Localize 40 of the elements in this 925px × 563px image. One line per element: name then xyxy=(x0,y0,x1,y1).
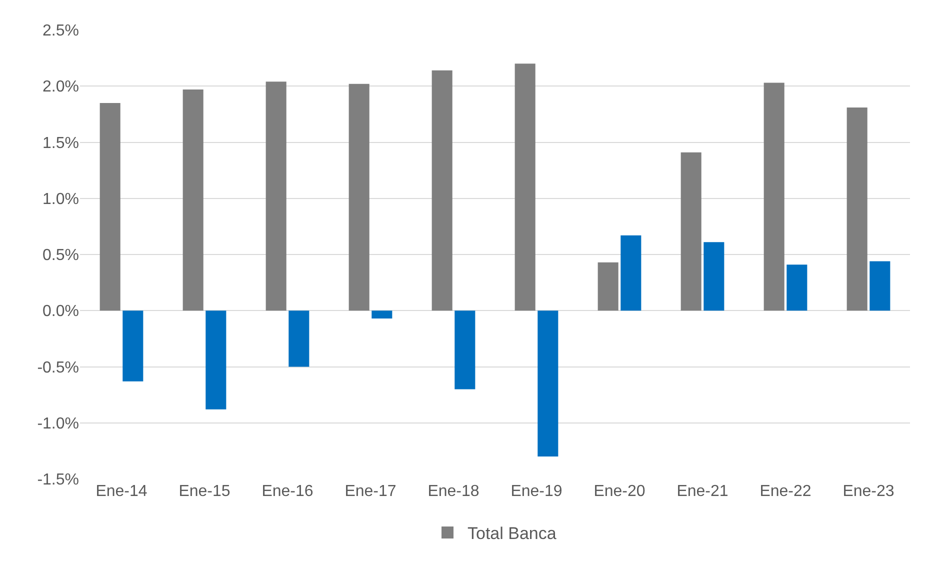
bar xyxy=(846,107,868,311)
x-tick-label: Ene-15 xyxy=(178,483,230,500)
x-tick-label: Ene-19 xyxy=(510,483,562,500)
bar xyxy=(348,84,370,311)
x-tick-label: Ene-16 xyxy=(262,483,314,500)
bar xyxy=(786,264,808,311)
bar xyxy=(288,310,310,367)
bar xyxy=(372,310,392,318)
y-tick-label: 0.0% xyxy=(42,303,79,320)
y-tick-label: 2.0% xyxy=(42,78,79,96)
x-tick-label: Ene-22 xyxy=(760,483,812,500)
bar xyxy=(764,82,784,311)
bar xyxy=(206,310,226,410)
bar xyxy=(870,261,890,311)
y-tick-label: 2.5% xyxy=(42,22,79,40)
x-tick-label: Ene-20 xyxy=(594,483,646,500)
bar xyxy=(122,310,144,382)
x-tick-label: Ene-21 xyxy=(676,483,728,500)
x-tick-label: Ene-23 xyxy=(842,483,894,500)
bar xyxy=(100,102,120,311)
legend-label: Total Banca xyxy=(468,524,557,544)
bar xyxy=(454,310,476,390)
bar xyxy=(182,89,204,311)
bar xyxy=(432,70,452,311)
x-tick-label: Ene-14 xyxy=(96,483,148,500)
y-tick-label: 1.0% xyxy=(42,190,79,208)
y-tick-label: 0.5% xyxy=(42,247,79,264)
y-tick-label: 1.5% xyxy=(42,134,79,152)
bar xyxy=(598,262,618,311)
y-tick-label: -0.5% xyxy=(37,359,79,376)
y-tick-label: -1.5% xyxy=(37,472,79,489)
bar xyxy=(266,82,286,311)
bar xyxy=(620,235,642,311)
bar xyxy=(538,310,558,457)
bar xyxy=(514,64,536,311)
y-tick-label: -1.0% xyxy=(37,415,79,432)
bar xyxy=(680,152,702,311)
bar xyxy=(704,242,724,311)
x-tick-label: Ene-18 xyxy=(428,483,480,500)
x-tick-label: Ene-17 xyxy=(344,483,396,500)
